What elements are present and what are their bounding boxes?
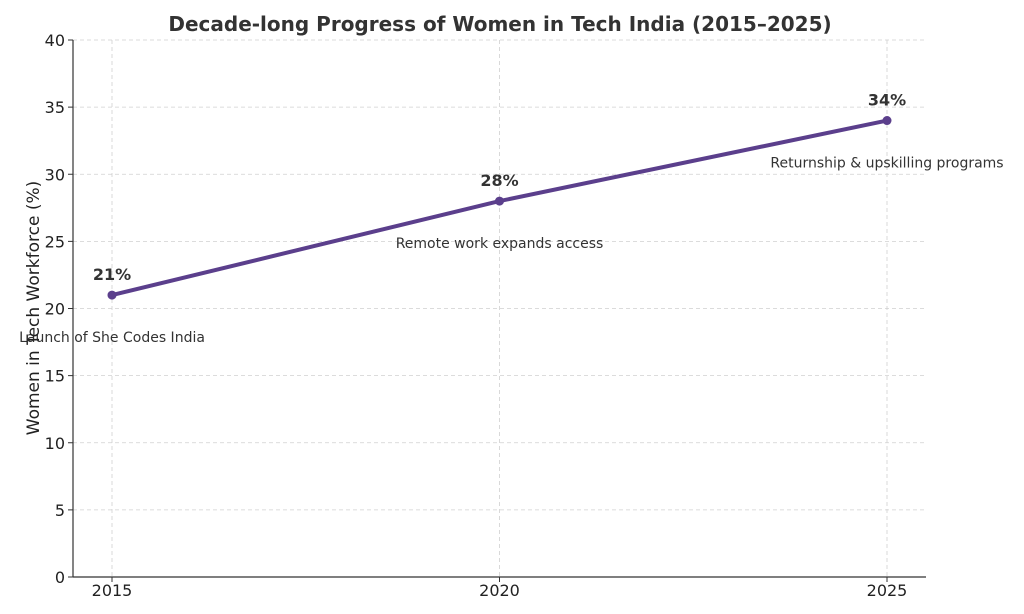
y-axis-label: Women in Tech Workforce (%) [24, 181, 44, 435]
y-tick-label: 25 [45, 232, 65, 251]
data-label: 21% [93, 265, 131, 284]
x-tick-label: 2020 [479, 581, 520, 600]
y-tick-label: 20 [45, 300, 65, 319]
data-point [107, 290, 117, 300]
data-label: 34% [868, 91, 906, 110]
grid-layer [73, 39, 926, 577]
y-tick-label: 35 [45, 98, 65, 117]
labels-layer: 21% 28% 34% Launch of She Codes India Remote… [19, 91, 1004, 347]
data-point [495, 196, 504, 206]
y-tick-label: 15 [45, 367, 65, 386]
data-label: 28% [480, 171, 518, 190]
x-tick-label: 2025 [867, 581, 908, 600]
y-tick-label: 0 [55, 568, 65, 587]
y-tick-label: 5 [55, 501, 65, 520]
data-point [882, 116, 892, 126]
y-tick-label: 40 [45, 31, 65, 50]
annotation: Remote work expands access [396, 236, 604, 252]
chart-title: Decade-long Progress of Women in Tech In… [168, 12, 831, 36]
series-layer [107, 116, 892, 300]
annotation: Launch of She Codes India [19, 330, 205, 346]
y-tick-label: 30 [45, 165, 65, 184]
annotation: Returnship & upskilling programs [770, 156, 1003, 172]
x-tick-label: 2015 [92, 581, 133, 600]
y-tick-label: 10 [45, 434, 65, 453]
